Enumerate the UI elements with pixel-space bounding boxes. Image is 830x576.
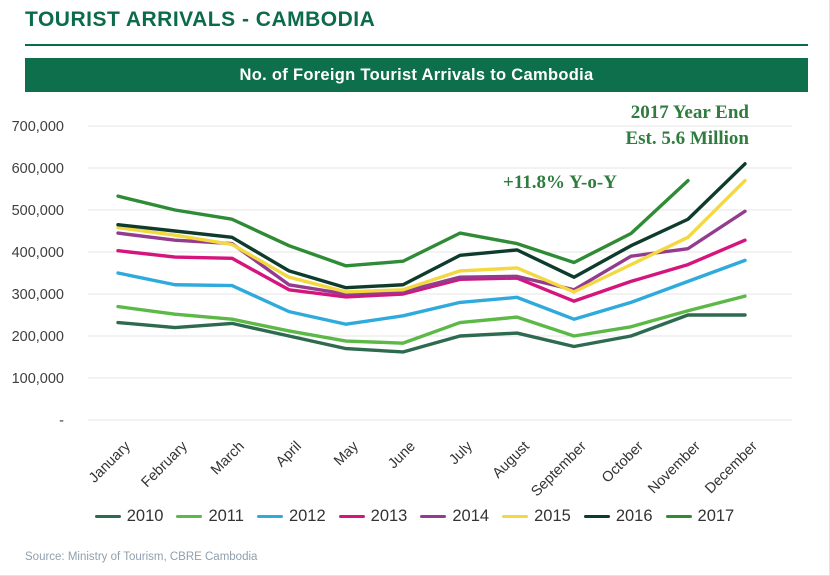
y-axis-tick-label: 300,000 bbox=[12, 287, 64, 303]
source-note: Source: Ministry of Tourism, CBRE Cambod… bbox=[25, 551, 258, 563]
series-line-2016 bbox=[116, 162, 747, 290]
legend-item-2015: 2015 bbox=[502, 507, 571, 526]
y-axis-tick-label: 400,000 bbox=[12, 245, 64, 261]
legend-item-2011: 2011 bbox=[176, 507, 244, 526]
x-axis-tick-label: September bbox=[528, 438, 590, 500]
legend-label-2010: 2010 bbox=[126, 507, 164, 525]
legend-label-2017: 2017 bbox=[697, 507, 735, 525]
legend-item-2016: 2016 bbox=[583, 507, 653, 526]
legend-swatch-2012 bbox=[256, 514, 283, 519]
legend-item-2012: 2012 bbox=[256, 507, 326, 526]
annotation-year-end: 2017 Year End Est. 5.6 Million bbox=[625, 100, 749, 151]
x-axis-tick-label: December bbox=[702, 438, 761, 497]
legend-swatch-2014 bbox=[420, 514, 447, 519]
x-axis-tick-label: June bbox=[385, 439, 419, 473]
legend-label-2011: 2011 bbox=[208, 507, 244, 525]
series-line-2017 bbox=[116, 178, 690, 268]
x-axis-tick-label: April bbox=[273, 439, 305, 471]
y-axis-tick-label: 200,000 bbox=[12, 329, 64, 345]
series-line-2013 bbox=[116, 238, 747, 303]
legend-label-2012: 2012 bbox=[288, 507, 326, 525]
legend-swatch-2011 bbox=[176, 514, 203, 519]
series-line-2010 bbox=[116, 313, 747, 354]
legend-swatch-2013 bbox=[338, 514, 365, 519]
y-axis-tick-label: 100,000 bbox=[12, 371, 64, 387]
page-title: TOURIST ARRIVALS - CAMBODIA bbox=[25, 8, 376, 31]
annotation-year-end-line1: 2017 Year End bbox=[630, 102, 749, 123]
x-axis-tick-label: February bbox=[138, 438, 191, 491]
annotation-year-end-line2: Est. 5.6 Million bbox=[625, 127, 749, 149]
legend-swatch-2017 bbox=[665, 514, 692, 519]
title-divider bbox=[25, 44, 808, 46]
legend-swatch-2016 bbox=[583, 514, 610, 519]
x-axis-tick-label: May bbox=[331, 438, 362, 469]
x-axis-tick-label: March bbox=[208, 439, 248, 479]
series-line-2015 bbox=[116, 178, 747, 294]
x-axis-tick-label: July bbox=[446, 438, 476, 468]
series-line-2011 bbox=[116, 294, 747, 345]
legend-swatch-2015 bbox=[502, 514, 529, 519]
legend-label-2014: 2014 bbox=[452, 507, 490, 525]
x-axis-tick-label: November bbox=[645, 438, 704, 497]
x-axis-tick-label: January bbox=[86, 438, 134, 486]
legend-item-2014: 2014 bbox=[420, 507, 489, 526]
y-axis-tick-label: 700,000 bbox=[12, 119, 64, 135]
y-axis-tick-label: 600,000 bbox=[12, 161, 64, 177]
legend-item-2010: 2010 bbox=[94, 507, 164, 526]
legend-item-2013: 2013 bbox=[338, 507, 408, 526]
chart-title-banner: No. of Foreign Tourist Arrivals to Cambo… bbox=[25, 58, 808, 92]
legend-label-2016: 2016 bbox=[615, 507, 653, 525]
legend-label-2015: 2015 bbox=[534, 507, 571, 525]
legend-label-2013: 2013 bbox=[370, 507, 408, 525]
x-axis-tick-label: October bbox=[599, 438, 647, 486]
y-axis-tick-label: - bbox=[59, 413, 64, 429]
legend-item-2017: 2017 bbox=[665, 507, 735, 526]
x-axis-tick-label: August bbox=[490, 439, 533, 482]
series-line-2012 bbox=[116, 258, 747, 326]
legend: 2010 2011 2012 2013 2014 2015 2016 2017 bbox=[0, 507, 829, 526]
y-axis-tick-label: 500,000 bbox=[12, 203, 64, 219]
legend-swatch-2010 bbox=[94, 514, 121, 519]
annotation-yoy: +11.8% Y-o-Y bbox=[503, 172, 617, 193]
